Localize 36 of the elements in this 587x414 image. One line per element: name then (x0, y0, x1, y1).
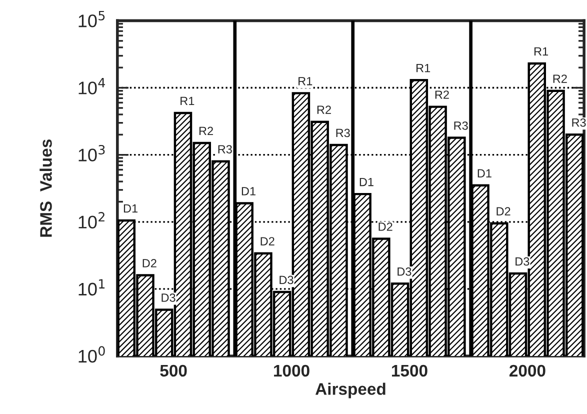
x-tick-label: 1500 (392, 364, 428, 377)
y-tick-label: 10$^{5}$ (78, 10, 105, 28)
x-tick-label: 500 (160, 364, 187, 377)
series-label: R2 (199, 126, 213, 136)
text: R3 (454, 121, 468, 130)
y-tick-label: 10$^{3}$ (78, 144, 105, 162)
text: D2 (378, 222, 392, 231)
text: R2 (553, 74, 567, 83)
text: R2 (435, 90, 449, 99)
series-label: D3 (162, 294, 176, 302)
text: R1 (534, 47, 548, 56)
x-tick-label: 1000 (274, 364, 310, 377)
text: D3 (516, 257, 530, 266)
text: R1 (416, 64, 430, 72)
y-tick-label: 10$^{1}$ (78, 279, 105, 296)
x-axis-title: Airspeed (315, 382, 386, 398)
text: R2 (317, 106, 331, 114)
y-tick-label: 10$^{2}$ (78, 212, 104, 228)
y-tick-label: 10$^{0}$ (78, 346, 105, 363)
text: D1 (124, 204, 138, 212)
series-label: D2 (142, 259, 156, 268)
text: R1 (298, 77, 312, 86)
text: R3 (336, 128, 350, 138)
text: D1 (478, 169, 492, 178)
text: D3 (398, 267, 412, 276)
y-axis-title: RMS Values (40, 139, 52, 237)
text: D1 (360, 178, 374, 186)
series-label: R3 (572, 118, 586, 127)
series-label: D1 (242, 187, 256, 196)
x-tick-label: 2000 (509, 364, 546, 377)
text: D3 (280, 276, 294, 284)
text: D2 (260, 237, 274, 246)
series-label: R1 (180, 96, 194, 106)
y-tick-label: 10$^{4}$ (78, 78, 105, 94)
text: R3 (218, 145, 232, 154)
text: D2 (496, 207, 510, 216)
